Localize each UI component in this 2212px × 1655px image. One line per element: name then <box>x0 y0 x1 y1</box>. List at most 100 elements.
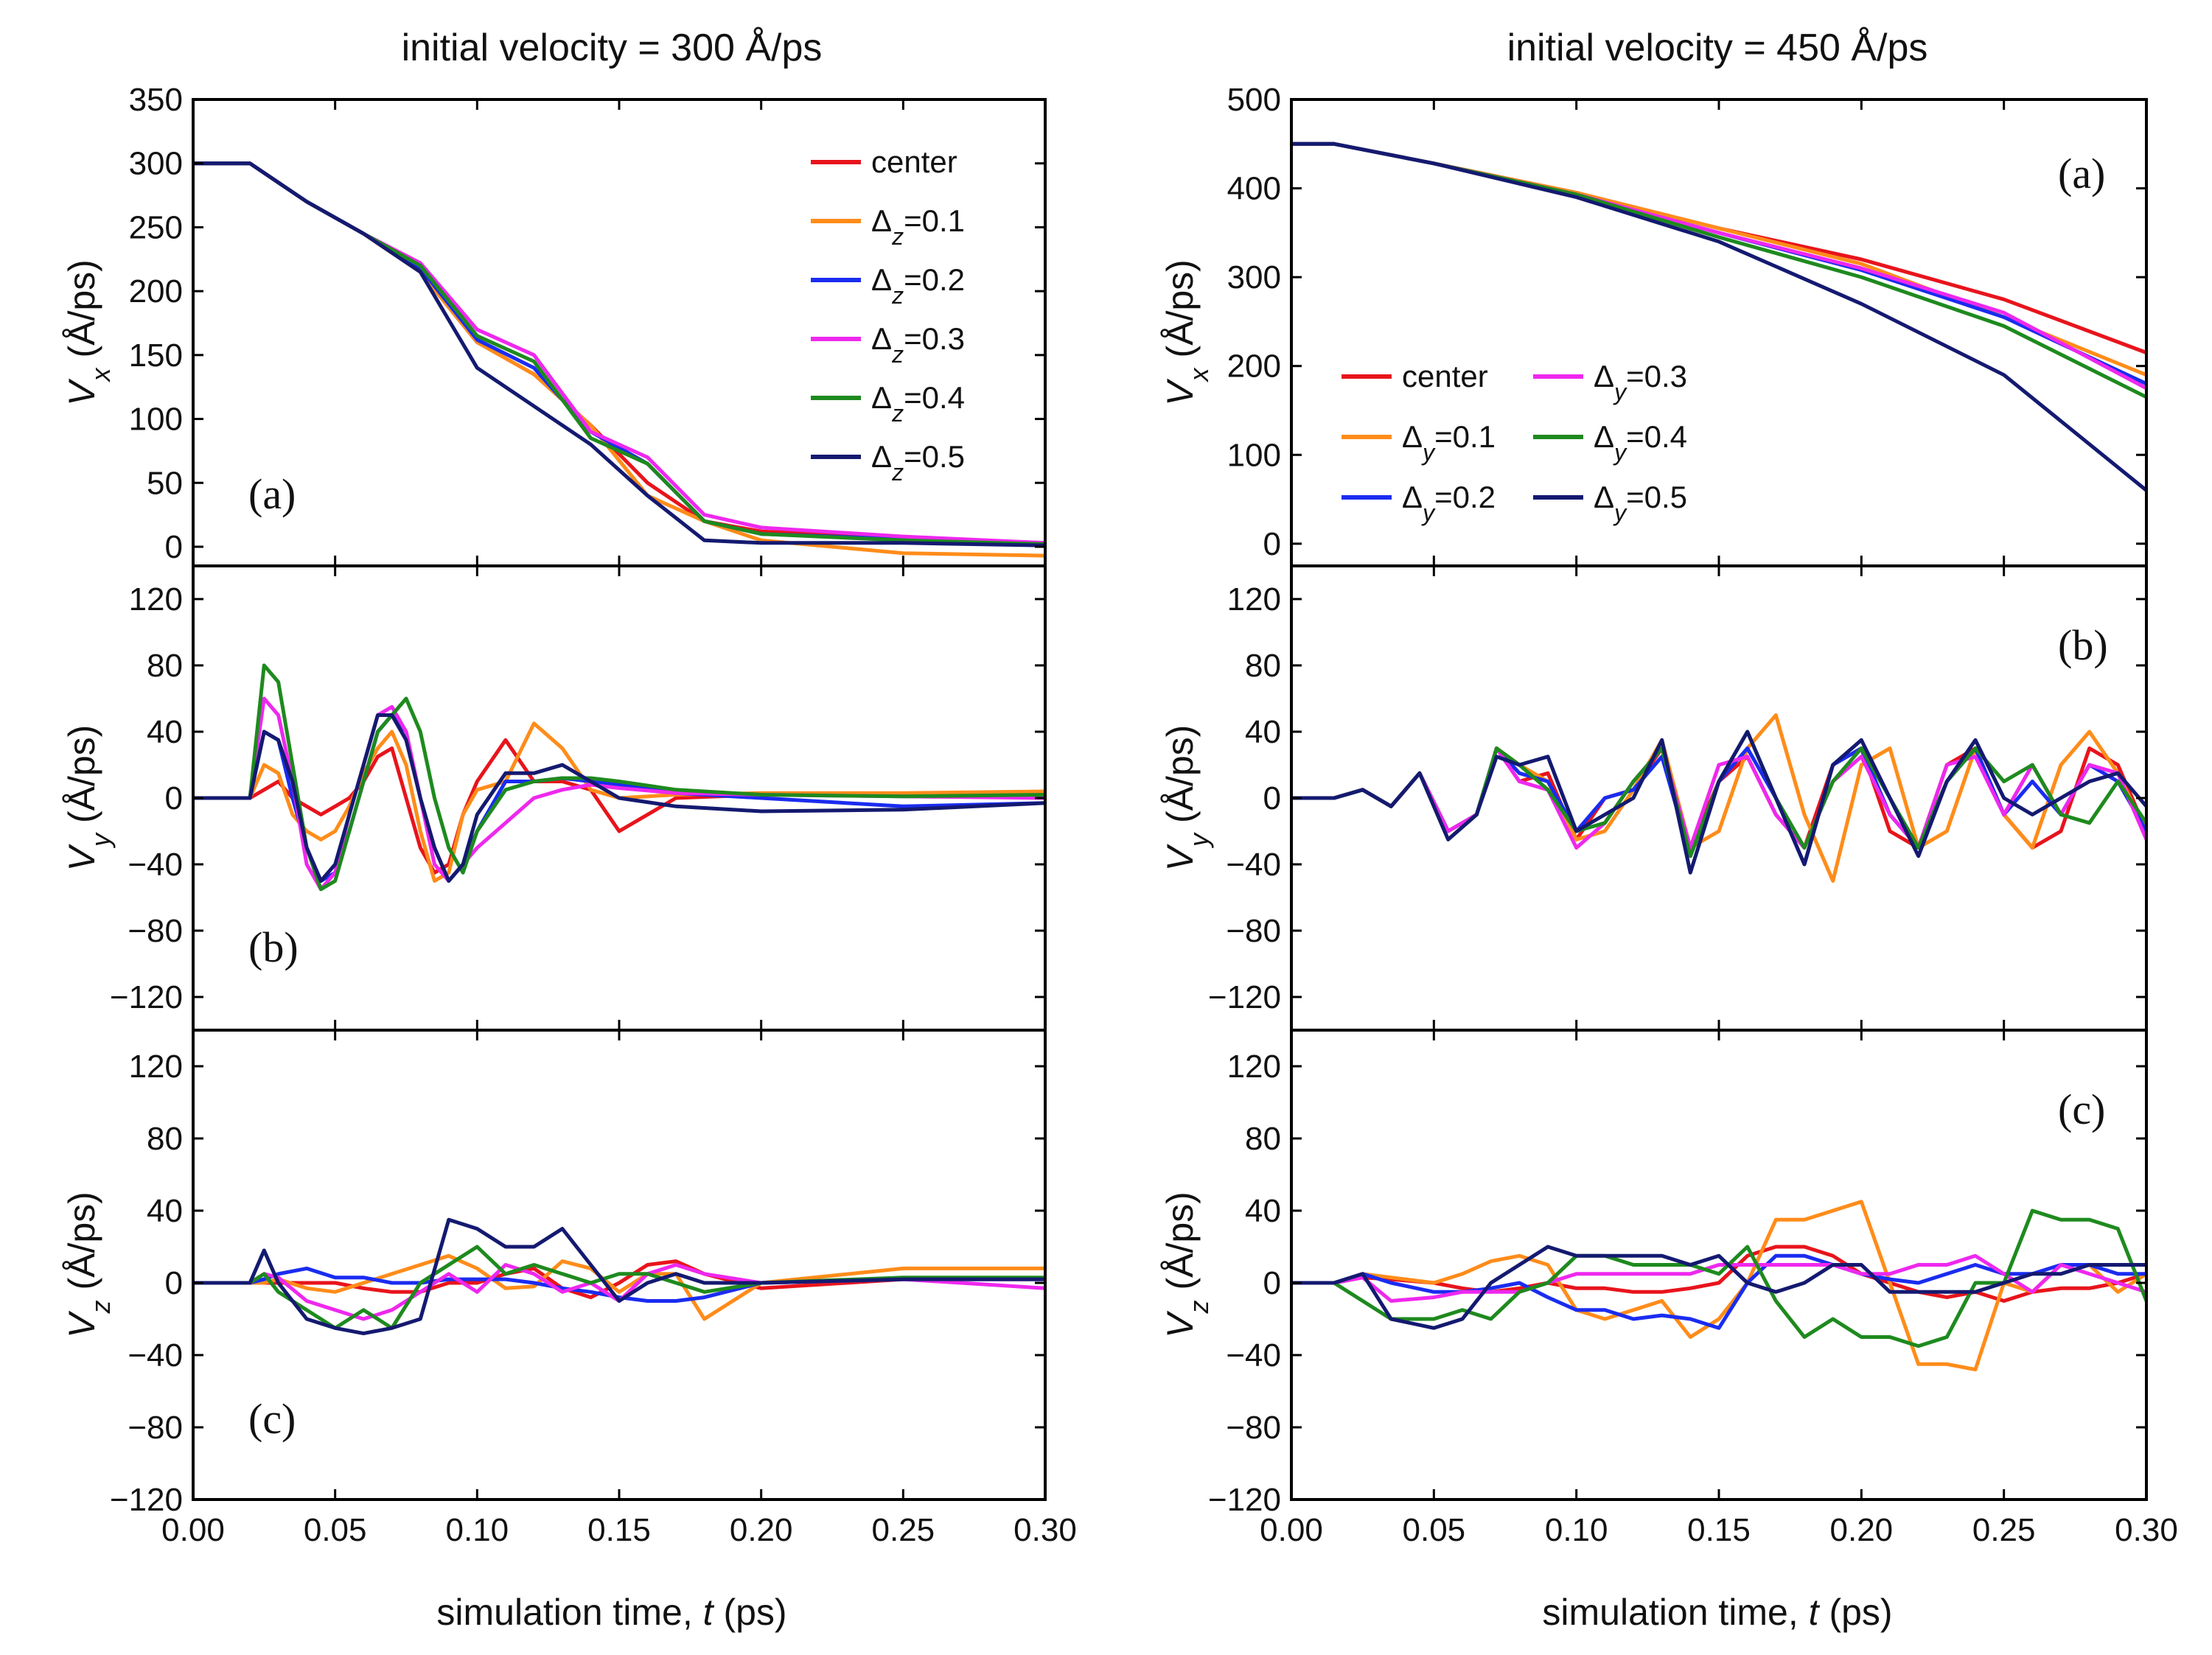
x-tick-label: 0.20 <box>1830 1512 1894 1548</box>
y-tick-label: −40 <box>1226 847 1281 883</box>
series-line-delta-4 <box>193 663 1045 892</box>
y-axis-label-sub: z <box>1184 1300 1214 1314</box>
y-axis-label-unit: (Å/ps) <box>1159 725 1201 833</box>
y-tick-label: 0 <box>1263 1265 1281 1301</box>
y-tick-label: 50 <box>147 465 183 501</box>
legend-delta-symbol: Δ <box>1594 480 1614 514</box>
legend-delta-symbol: Δ <box>871 439 892 474</box>
legend-delta-axis: z <box>891 341 904 368</box>
series-line-delta-3 <box>1291 746 2146 850</box>
series-group <box>193 161 1045 558</box>
series-line-delta-5 <box>193 161 1045 547</box>
y-tick-label: 0 <box>165 1265 183 1301</box>
y-axis-label-unit: (Å/ps) <box>61 725 102 833</box>
y-tick-label: 120 <box>1227 1049 1281 1085</box>
x-tick-label: 0.30 <box>2115 1512 2178 1548</box>
panel-L-vy: −120 −80 −40 0 40 80 120 Vy (Å/ps) (b) <box>61 564 1047 1032</box>
y-tick-label: 40 <box>1245 714 1281 750</box>
legend-item-2-label: Δz=0.2 <box>871 262 965 309</box>
x-tick-label: 0.00 <box>161 1512 225 1548</box>
legend-delta-axis: z <box>891 223 904 250</box>
x-tick-label: 0.10 <box>1545 1512 1608 1548</box>
y-tick-label: 80 <box>1245 648 1281 684</box>
y-axis-label-var: V <box>1159 1310 1201 1338</box>
panel-letter: (b) <box>248 923 299 971</box>
legend-delta-symbol: Δ <box>871 321 892 356</box>
legend-delta-value: =0.2 <box>904 262 965 297</box>
y-tick-label: −120 <box>1208 979 1281 1015</box>
legend-delta-axis: y <box>1613 379 1627 405</box>
y-tick-label: 80 <box>147 1121 183 1157</box>
x-tick-label: 0.30 <box>1013 1512 1077 1548</box>
y-axis-label-var: V <box>1159 378 1201 406</box>
legend-delta-axis: y <box>1613 439 1627 466</box>
y-tick-label: −80 <box>1226 1410 1281 1446</box>
y-tick-label: 0 <box>1263 780 1281 816</box>
legend-delta-symbol: Δ <box>871 262 892 297</box>
legend-delta-axis: z <box>891 459 904 486</box>
legend-delta-symbol: Δ <box>871 203 892 238</box>
x-tick-label: 0.25 <box>1972 1512 2036 1548</box>
y-tick-label: 250 <box>129 209 183 245</box>
legend-delta-value: =0.1 <box>904 203 965 238</box>
y-tick-label: 200 <box>129 273 183 309</box>
y-tick-label: 80 <box>1245 1121 1281 1157</box>
legend-delta-value: =0.5 <box>1626 480 1687 514</box>
panel-L-vx: 0 50 100 150 200 250 300 350 Vx (Å/ps) (a) <box>61 82 1047 567</box>
y-tick-label: 150 <box>129 337 183 374</box>
panel-letter: (a) <box>248 470 296 518</box>
series-line-delta-5 <box>1291 141 2146 492</box>
series-line-delta-3 <box>1291 1253 2146 1303</box>
y-axis-label-unit: (Å/ps) <box>1159 1192 1201 1300</box>
series-line-delta-4 <box>1291 1208 2146 1348</box>
y-axis-label: Vy (Å/ps) <box>61 725 116 872</box>
y-tick-label: −40 <box>128 847 183 883</box>
x-tick-label: 0.15 <box>587 1512 651 1548</box>
legend-delta-axis: z <box>891 282 904 309</box>
series-group <box>1291 141 2146 492</box>
y-tick-label: −40 <box>128 1337 183 1374</box>
legend-delta-axis: y <box>1421 500 1436 526</box>
panel-letter: (c) <box>248 1395 296 1443</box>
legend-delta-axis: y <box>1421 439 1436 466</box>
y-tick-label: −40 <box>1226 1337 1281 1374</box>
y-axis-label: Vy (Å/ps) <box>1159 725 1214 872</box>
panel-letter: (c) <box>2058 1085 2105 1133</box>
series-line-delta-1 <box>1291 1200 2146 1372</box>
y-tick-label: 350 <box>129 82 183 118</box>
series-line-delta-5 <box>1291 729 2146 875</box>
left-column-title: initial velocity = 300 Å/ps <box>402 27 823 69</box>
legend-delta-value: =0.3 <box>1626 359 1687 393</box>
y-axis-label-sub: z <box>86 1300 116 1314</box>
legend-delta-symbol: Δ <box>1594 419 1614 454</box>
y-tick-label: 40 <box>147 1193 183 1229</box>
legend-item-0-label: center <box>1402 359 1488 393</box>
legend-item-2-label: Δy=0.2 <box>1402 480 1496 526</box>
y-tick-label: 0 <box>165 529 183 565</box>
y-tick-label: −120 <box>1208 1482 1281 1518</box>
y-tick-label: 400 <box>1227 171 1281 207</box>
y-tick-label: 500 <box>1227 82 1281 118</box>
legend-delta-axis: z <box>891 400 904 427</box>
y-axis-label-unit: (Å/ps) <box>61 1192 102 1300</box>
y-tick-label: −120 <box>110 979 183 1015</box>
y-axis-label-var: V <box>1159 843 1201 871</box>
series-group <box>193 1217 1045 1336</box>
legend-item-3-label: Δy=0.3 <box>1594 359 1687 405</box>
y-tick-label: 300 <box>1227 259 1281 295</box>
y-tick-label: −80 <box>128 913 183 949</box>
y-axis-label-sub: y <box>86 832 116 849</box>
y-axis-label-unit: (Å/ps) <box>1159 259 1201 368</box>
legend-item-4-label: Δy=0.4 <box>1594 419 1687 466</box>
y-axis-label-var: V <box>61 843 102 871</box>
y-axis-label-var: V <box>61 1310 102 1338</box>
legend-item-1-label: Δy=0.1 <box>1402 419 1496 466</box>
y-axis-label: Vx (Å/ps) <box>1159 259 1214 406</box>
y-axis-label-unit: (Å/ps) <box>61 259 102 368</box>
y-tick-label: 300 <box>129 146 183 182</box>
legend-delta-symbol: Δ <box>1402 480 1423 514</box>
panel-letter: (a) <box>2058 150 2105 197</box>
right-x-axis-label: simulation time, t (ps) <box>1542 1592 1892 1633</box>
